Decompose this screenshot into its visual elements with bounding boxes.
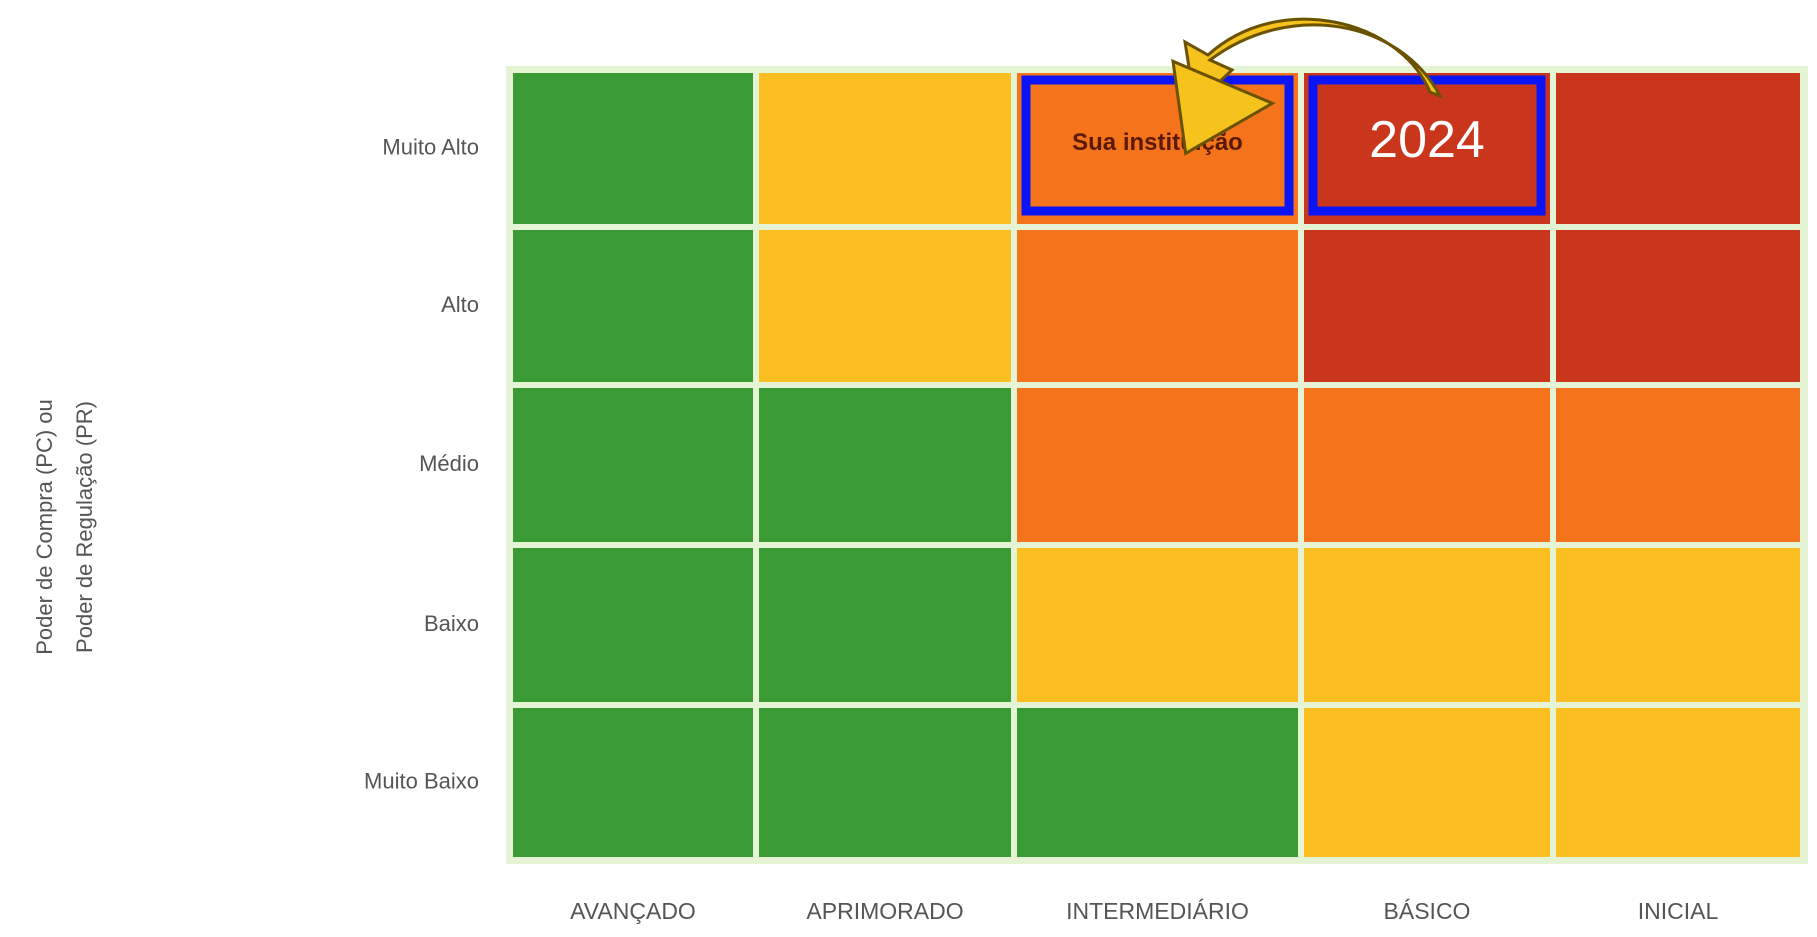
matrix-cell xyxy=(513,708,753,857)
row-label: Muito Baixo xyxy=(364,768,479,793)
row-label: Médio xyxy=(419,451,479,476)
column-label: BÁSICO xyxy=(1384,898,1471,924)
column-label: APRIMORADO xyxy=(806,898,963,924)
annotation: 2024 xyxy=(1369,111,1485,169)
matrix-cell xyxy=(1556,73,1800,224)
matrix-cell xyxy=(1017,230,1298,382)
y-axis-title-line: Poder de Regulação (PR) xyxy=(72,401,97,653)
matrix-cell xyxy=(759,388,1011,542)
matrix-cell xyxy=(513,548,753,702)
matrix-cell xyxy=(759,73,1011,224)
matrix-cell xyxy=(1556,388,1800,542)
column-label: AVANÇADO xyxy=(570,898,696,924)
matrix-cell xyxy=(1304,548,1550,702)
matrix-cell xyxy=(1304,230,1550,382)
matrix-cell xyxy=(759,230,1011,382)
matrix-cell xyxy=(513,230,753,382)
column-label: INICIAL xyxy=(1638,898,1719,924)
matrix-cell xyxy=(1304,388,1550,542)
matrix-cell xyxy=(1017,388,1298,542)
row-label: Muito Alto xyxy=(382,134,479,159)
matrix-cell xyxy=(513,73,753,224)
arrow-head xyxy=(1171,58,1276,156)
column-label: INTERMEDIÁRIO xyxy=(1066,898,1249,924)
matrix-cell xyxy=(513,388,753,542)
row-label: Baixo xyxy=(424,611,479,636)
matrix-cell xyxy=(1017,548,1298,702)
matrix-cell xyxy=(1556,230,1800,382)
matrix-cell xyxy=(759,708,1011,857)
matrix-cell xyxy=(1556,708,1800,857)
y-axis-title-line: Poder de Compra (PC) ou xyxy=(32,399,57,655)
matrix-cell xyxy=(759,548,1011,702)
matrix-cell xyxy=(1556,548,1800,702)
matrix-cell xyxy=(1017,708,1298,857)
highlight-box xyxy=(1021,75,1294,216)
y-axis-title: Poder de Compra (PC) ou Poder de Regulaçã… xyxy=(32,399,97,655)
matrix-cell xyxy=(1304,73,1550,224)
row-label: Alto xyxy=(441,292,479,317)
matrix-cell xyxy=(1304,708,1550,857)
